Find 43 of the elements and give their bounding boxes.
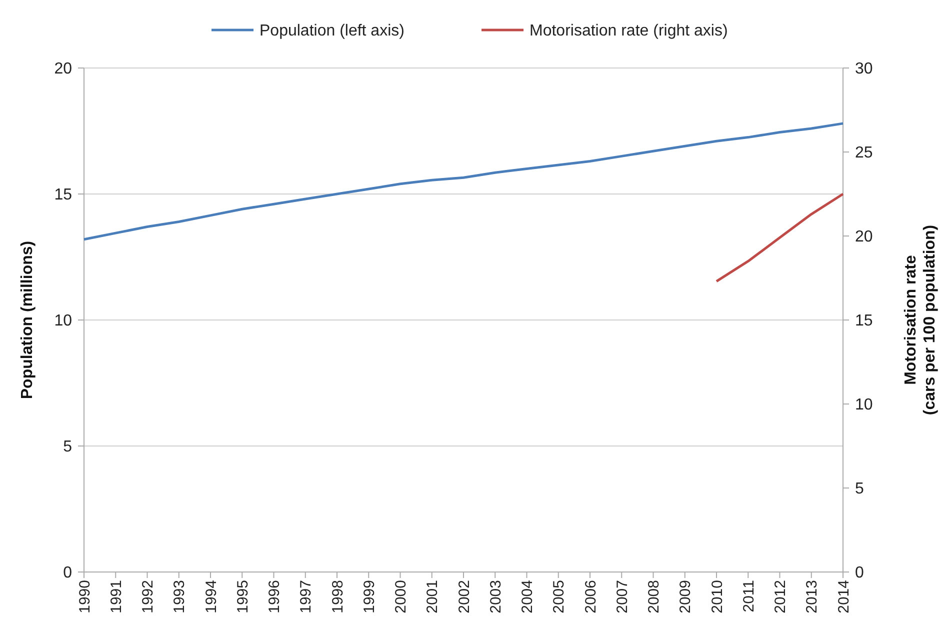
x-tick-label: 2007 xyxy=(614,580,631,614)
x-tick-label: 2002 xyxy=(456,580,473,614)
legend-label: Motorisation rate (right axis) xyxy=(530,22,728,40)
x-tick-label: 1996 xyxy=(266,580,283,614)
x-tick-label: 2012 xyxy=(772,580,789,614)
y-tick-label: 20 xyxy=(54,60,72,78)
x-tick-label: 2001 xyxy=(424,580,442,614)
x-tick-label: 1992 xyxy=(140,580,156,614)
x-tick-label: 1998 xyxy=(329,580,346,614)
x-tick-label: 1993 xyxy=(171,580,188,614)
x-tick-label: 2006 xyxy=(582,580,600,614)
x-tick-label: 1995 xyxy=(234,580,252,614)
y-tick-label: 15 xyxy=(54,186,72,204)
x-tick-label: 2010 xyxy=(708,580,726,614)
y2-tick-label: 30 xyxy=(855,60,873,78)
x-tick-label: 2000 xyxy=(392,580,410,614)
y-axis-title: Population (millions) xyxy=(19,240,36,400)
x-tick-label: 2014 xyxy=(835,580,852,614)
x-tick-label: 2011 xyxy=(740,580,758,612)
x-tick-label: 2009 xyxy=(677,580,694,614)
y-tick-label: 0 xyxy=(63,564,72,582)
x-tick-label: 1991 xyxy=(108,580,125,614)
y2-tick-label: 0 xyxy=(855,564,864,582)
x-tick-label: 2004 xyxy=(519,580,536,614)
y2-tick-label: 20 xyxy=(855,228,873,246)
y2-tick-label: 10 xyxy=(855,396,873,414)
legend-label: Population (left axis) xyxy=(260,22,404,40)
line-series xyxy=(715,192,844,283)
y2-axis-title: Motorisation rate (cars per 100 population) xyxy=(902,224,939,416)
x-tick-label: 2008 xyxy=(646,580,662,614)
y-tick-label: 5 xyxy=(63,438,72,456)
y2-tick-label: 5 xyxy=(855,480,864,498)
x-tick-label: 1999 xyxy=(360,580,378,614)
y2-tick-label: 15 xyxy=(855,312,873,330)
y2-tick-label: 25 xyxy=(855,144,873,162)
x-tick-label: 1990 xyxy=(76,580,94,614)
x-tick-label: 2003 xyxy=(487,580,504,614)
line-series xyxy=(82,122,844,241)
x-tick-label: 2013 xyxy=(804,580,821,614)
x-tick-label: 1997 xyxy=(298,580,315,614)
y-tick-label: 10 xyxy=(54,312,72,330)
x-tick-label: 1994 xyxy=(202,580,220,614)
x-tick-label: 2005 xyxy=(550,580,568,614)
